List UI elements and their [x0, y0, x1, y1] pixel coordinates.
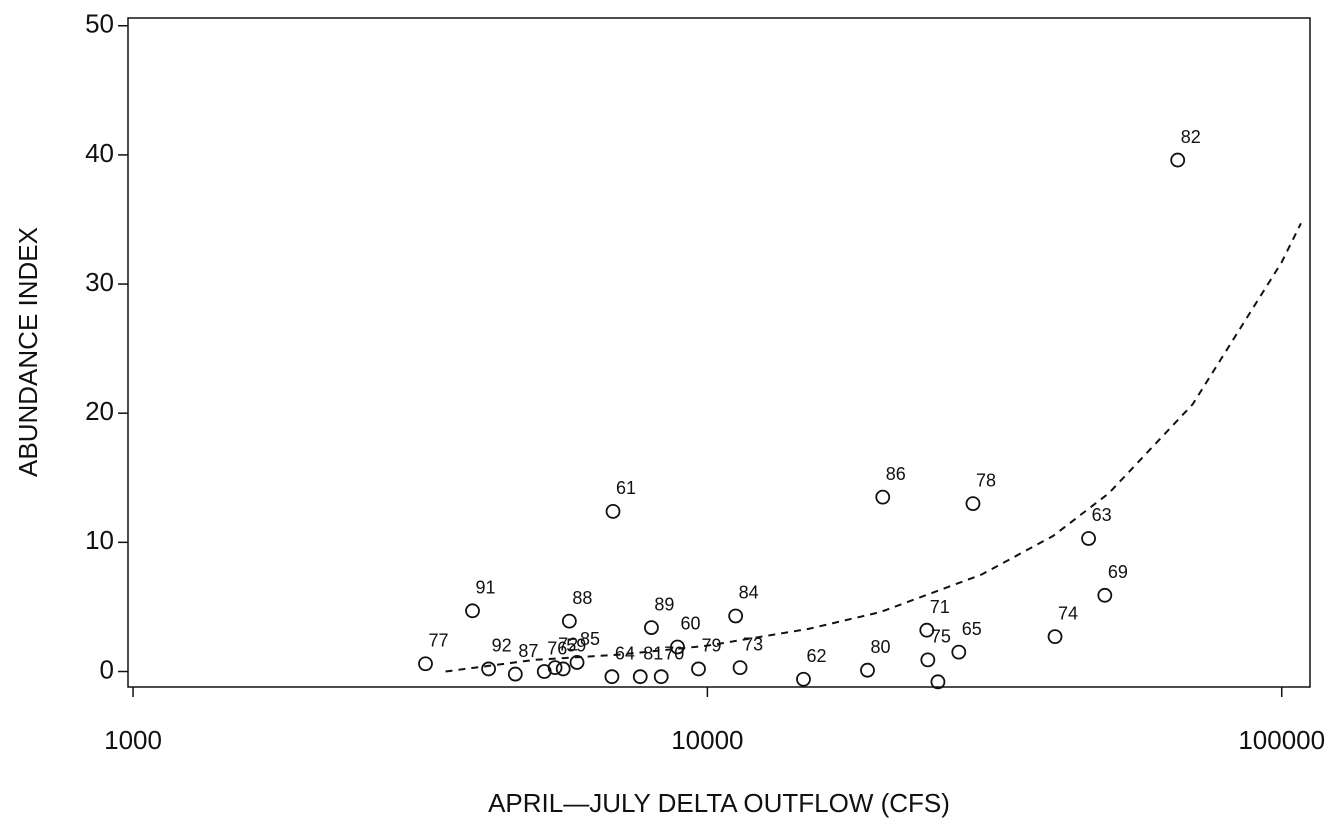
y-axis-title: ABUNDANCE INDEX — [13, 227, 43, 477]
point — [920, 652, 936, 668]
point-label: 76 — [547, 638, 567, 658]
point — [670, 639, 685, 655]
point — [1047, 629, 1063, 645]
y-tick-label: 50 — [85, 9, 114, 39]
y-tick-label: 10 — [85, 525, 114, 555]
point-label: 80 — [870, 637, 890, 657]
point-label: 63 — [1092, 505, 1112, 525]
point-label: 81 — [643, 643, 663, 663]
y-tick-label: 20 — [85, 396, 114, 426]
point — [951, 644, 967, 660]
point — [796, 671, 811, 687]
point-label: 86 — [886, 464, 906, 484]
point — [605, 503, 621, 519]
y-tick-label: 0 — [100, 654, 114, 684]
point — [860, 662, 875, 678]
point — [691, 661, 706, 677]
point-label: 71 — [930, 597, 950, 617]
point — [604, 669, 620, 685]
point — [728, 608, 744, 624]
point-label: 75 — [931, 627, 951, 647]
point — [644, 620, 659, 635]
point — [481, 661, 497, 677]
point-label: 82 — [1181, 127, 1201, 147]
point-label: 79 — [701, 636, 721, 656]
point — [930, 674, 946, 690]
point — [547, 660, 563, 676]
point — [965, 496, 981, 512]
point-label: 61 — [616, 478, 636, 498]
point — [732, 660, 748, 676]
point — [1081, 531, 1096, 546]
x-tick-label: 100000 — [1238, 725, 1325, 755]
point-label: 91 — [476, 578, 496, 598]
point — [569, 655, 585, 670]
point-label: 59 — [566, 636, 586, 656]
point-label: 84 — [739, 583, 759, 603]
x-tick-label: 10000 — [671, 725, 743, 755]
point-label: 64 — [615, 643, 635, 663]
point — [561, 613, 577, 629]
point-label: 74 — [1058, 603, 1078, 623]
point-label: 69 — [1108, 562, 1128, 582]
point-label: 85 — [580, 629, 600, 649]
point — [919, 622, 935, 638]
point — [875, 489, 891, 505]
point-label: 77 — [428, 631, 448, 651]
point — [653, 669, 669, 685]
point — [418, 656, 433, 672]
x-axis-title: APRIL—JULY DELTA OUTFLOW (CFS) — [488, 788, 950, 818]
point-label: 78 — [976, 470, 996, 490]
x-tick-label: 1000 — [104, 725, 162, 755]
point-label: 65 — [962, 619, 982, 639]
point-label: 62 — [806, 646, 826, 666]
point — [507, 666, 523, 682]
point — [1097, 587, 1113, 603]
point — [555, 661, 571, 677]
y-tick-label: 40 — [85, 138, 114, 168]
point — [632, 669, 648, 685]
y-tick-label: 30 — [85, 267, 114, 297]
point — [465, 603, 480, 619]
point-label: 89 — [654, 594, 674, 614]
plot-frame — [127, 17, 1311, 688]
point-label: 87 — [518, 641, 538, 661]
point — [1170, 152, 1186, 168]
point-label: 92 — [492, 636, 512, 656]
point-label: 60 — [680, 614, 700, 634]
point-label: 88 — [572, 588, 592, 608]
fit-curve — [445, 222, 1302, 673]
point-label: 72 — [558, 634, 578, 654]
